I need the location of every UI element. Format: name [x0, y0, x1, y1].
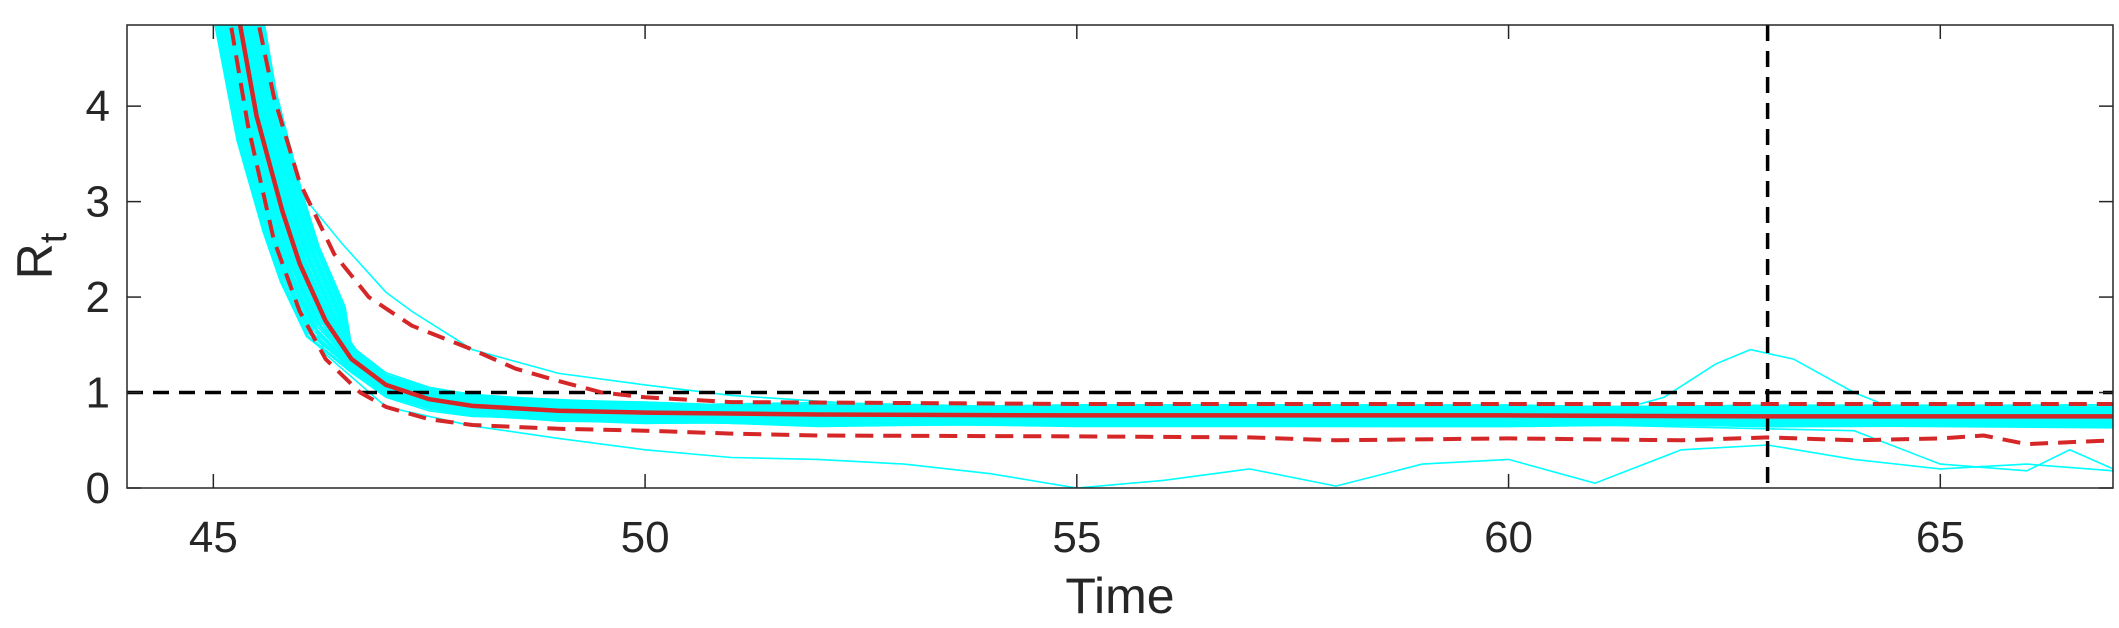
x-tick-label: 45: [189, 513, 238, 562]
y-tick-label: 0: [86, 464, 110, 513]
svg-text:Rt: Rt: [7, 232, 75, 279]
x-tick-label: 65: [1916, 513, 1965, 562]
axis-ticks: 45 50 55 60 65 0 1 2 3 4: [86, 25, 2113, 562]
median-line: [237, 25, 2113, 419]
lower-bound-line: [228, 25, 2113, 447]
y-axis-label-subscript: t: [33, 232, 75, 243]
y-tick-label: 4: [86, 82, 110, 131]
y-tick-label: 2: [86, 273, 110, 322]
x-tick-label: 55: [1052, 513, 1101, 562]
ensemble-outlier-low: [239, 25, 2113, 488]
y-tick-label: 3: [86, 178, 110, 227]
ensemble-outlier-high: [241, 25, 2113, 415]
y-axis-label-main: R: [7, 243, 63, 279]
plot-frame: [126, 24, 2114, 489]
reference-lines: [127, 25, 2113, 488]
x-tick-label: 50: [621, 513, 670, 562]
x-axis-label: Time: [1065, 568, 1174, 624]
series-lines: [228, 25, 2113, 447]
ensemble-outlier-tail: [242, 25, 2113, 472]
x-tick-label: 60: [1484, 513, 1533, 562]
y-axis-label: Rt: [7, 232, 75, 279]
y-tick-label: 1: [86, 369, 110, 418]
upper-bound-line: [256, 25, 2113, 406]
